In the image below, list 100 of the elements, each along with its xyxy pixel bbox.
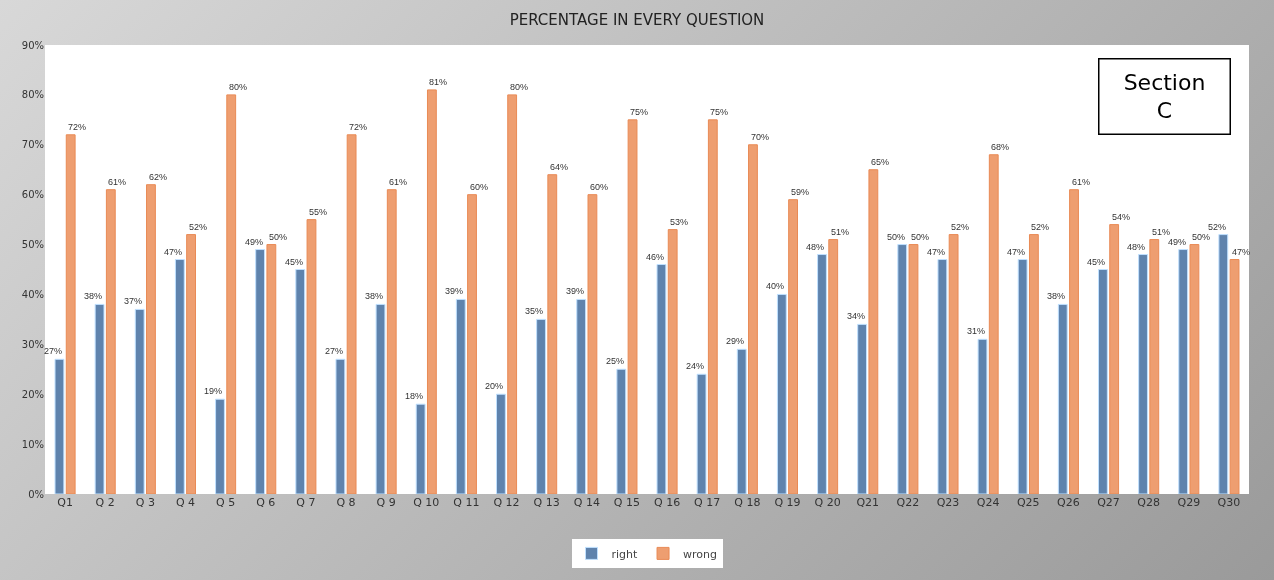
data-label: 75% (630, 107, 649, 117)
x-tick-label: Q 5 (216, 496, 236, 509)
bar (1218, 234, 1229, 494)
bar (1069, 189, 1079, 494)
x-tick-label: Q22 (896, 496, 920, 509)
bar (667, 229, 678, 494)
x-tick-label: Q30 (1217, 496, 1241, 509)
data-label: 39% (445, 286, 464, 296)
bar (306, 219, 317, 494)
data-label: 81% (429, 77, 448, 87)
data-label: 64% (550, 162, 569, 172)
data-label: 47% (1232, 247, 1251, 257)
annotation: Section C (1123, 69, 1206, 124)
data-label: 72% (68, 122, 87, 132)
bar (1098, 269, 1108, 494)
y-tick-label: 50% (21, 239, 44, 251)
x-tick-label: Q 10 (413, 496, 440, 509)
bar (1028, 234, 1039, 494)
bar (94, 303, 105, 494)
x-tick-label: Q 17 (694, 496, 721, 509)
data-label: 72% (349, 122, 368, 132)
data-label: 80% (510, 82, 529, 92)
bar (226, 94, 237, 494)
bar (828, 239, 839, 494)
bar (1017, 259, 1028, 494)
data-label: 51% (831, 227, 850, 237)
data-label: 38% (365, 291, 384, 301)
x-tick-label: Q 7 (296, 496, 316, 509)
bar (215, 398, 225, 494)
data-label: 60% (590, 182, 609, 192)
data-label: 45% (285, 257, 304, 267)
bar (146, 184, 156, 494)
x-tick-label: Q 2 (95, 496, 115, 509)
x-tick-label: Q 4 (175, 496, 196, 509)
data-label: 65% (871, 157, 890, 167)
bar (375, 303, 386, 494)
x-tick-label: Q25 (1016, 496, 1040, 509)
bar (426, 89, 437, 494)
x-tick-label: Q 16 (653, 496, 681, 509)
bar (977, 338, 988, 494)
data-label: 45% (1087, 257, 1106, 267)
data-label: 54% (1112, 212, 1131, 222)
x-tick-label: Q28 (1137, 496, 1160, 509)
data-label: 49% (245, 237, 264, 247)
data-label: 47% (927, 247, 946, 257)
bar (536, 318, 546, 494)
bar (937, 259, 948, 494)
bar (1149, 239, 1160, 494)
data-label: 20% (485, 381, 504, 391)
x-tick-label: Q 8 (336, 496, 356, 509)
bar (186, 234, 196, 494)
bar (748, 144, 758, 494)
bar (1109, 224, 1120, 494)
y-tick-label: 40% (21, 288, 44, 300)
bar (897, 244, 908, 494)
x-tick-label: Q 20 (814, 496, 841, 509)
bar (696, 373, 707, 494)
bar (54, 358, 65, 494)
x-tick-label: Q 18 (734, 496, 761, 509)
data-label: 35% (525, 306, 544, 316)
bar (948, 234, 959, 494)
data-label: 61% (389, 177, 408, 187)
data-label: 61% (1072, 177, 1091, 187)
data-label: 49% (1168, 237, 1187, 247)
bar (1189, 244, 1200, 494)
y-tick-label: 90% (21, 39, 44, 51)
bar (908, 244, 919, 494)
data-label: 52% (1208, 222, 1227, 232)
bar (496, 393, 506, 494)
x-tick-label: Q 15 (613, 496, 641, 509)
data-label: 37% (124, 296, 143, 306)
x-tick-label: Q27 (1097, 496, 1120, 509)
bar (467, 194, 477, 494)
bar (656, 264, 667, 494)
data-label: 61% (108, 177, 127, 187)
data-label: 40% (766, 281, 785, 291)
data-label: 50% (911, 232, 930, 242)
x-tick-label: Q 13 (533, 496, 560, 509)
data-label: 70% (751, 132, 770, 142)
x-tick-label: Q26 (1057, 496, 1080, 509)
data-label: 19% (204, 386, 223, 396)
bar (105, 189, 116, 494)
x-tick-label: Q 14 (573, 496, 600, 509)
x-tick-label: Q21 (856, 496, 880, 509)
bar (1138, 254, 1148, 494)
y-tick-label: 10% (21, 438, 44, 450)
x-tick-label: Q23 (936, 496, 960, 509)
x-tick-label: Q 6 (256, 496, 276, 509)
data-label: 53% (670, 217, 689, 227)
x-tick-label: Q24 (976, 496, 1000, 509)
data-label: 50% (887, 232, 906, 242)
data-label: 31% (967, 326, 986, 336)
data-label: 50% (1192, 232, 1211, 242)
y-tick-label: 60% (21, 189, 44, 201)
bar (174, 259, 185, 494)
bar (587, 194, 598, 494)
bar (346, 134, 357, 494)
data-label: 52% (951, 222, 970, 232)
bar (415, 403, 426, 494)
bar (335, 358, 346, 494)
